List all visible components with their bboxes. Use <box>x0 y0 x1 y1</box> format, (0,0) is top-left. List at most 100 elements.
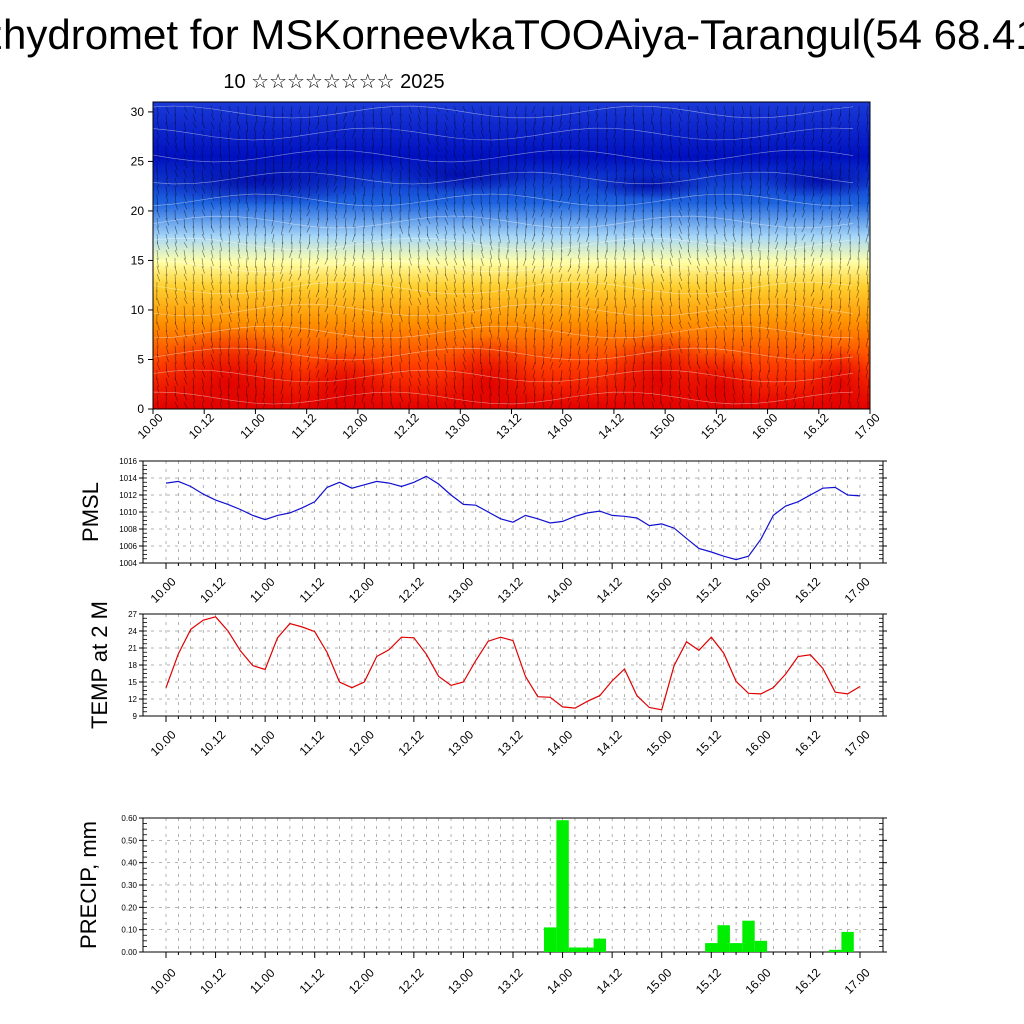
wind-barb <box>471 385 475 395</box>
wind-barb <box>802 137 806 147</box>
wind-barb <box>776 393 779 404</box>
wind-barb <box>768 145 770 156</box>
wind-barb <box>749 137 752 148</box>
wind-barb <box>866 265 869 276</box>
wind-barb <box>381 361 384 372</box>
wind-barb <box>705 177 709 187</box>
pmsl-ylabel: PMSL <box>78 482 103 542</box>
wind-barb <box>165 233 169 243</box>
wind-barb <box>714 297 718 307</box>
wind-barb <box>767 353 770 364</box>
wind-barb <box>435 361 439 371</box>
wind-barb <box>551 129 554 140</box>
wind-barb <box>201 281 205 291</box>
wind-barb <box>506 337 509 348</box>
wind-barb <box>219 153 223 163</box>
wind-barb <box>453 241 457 251</box>
wind-barb <box>263 281 266 292</box>
wind-barb <box>515 145 518 156</box>
wind-barb <box>489 129 492 140</box>
wind-barb <box>623 225 626 236</box>
wind-barb <box>306 281 311 289</box>
wind-barb <box>237 161 240 172</box>
wind-barb <box>723 225 726 236</box>
wind-barb <box>480 249 484 258</box>
wind-barb <box>381 193 385 203</box>
wind-barb <box>271 257 275 268</box>
wind-barb <box>669 337 673 346</box>
wind-barb <box>309 169 311 180</box>
wind-barb <box>732 393 736 403</box>
wind-barb <box>471 105 475 114</box>
wind-barb <box>651 129 654 140</box>
wind-barb <box>498 177 501 188</box>
wind-barb <box>515 361 518 372</box>
wind-barb <box>497 209 500 220</box>
wind-barb <box>390 321 393 332</box>
wind-barb <box>201 169 204 180</box>
wind-barb <box>750 249 753 260</box>
wind-barb <box>792 145 797 154</box>
wind-barb <box>793 273 797 283</box>
temp-ytick-label: 24 <box>128 627 137 636</box>
wind-barb <box>669 161 672 172</box>
wind-barb <box>228 329 231 340</box>
wind-barb <box>696 377 701 386</box>
wind-barb <box>532 313 536 322</box>
wind-barb <box>390 257 392 268</box>
wind-barb <box>578 297 581 308</box>
wind-barb <box>489 137 493 147</box>
wind-barb <box>714 361 719 370</box>
wind-barb <box>435 385 439 395</box>
wind-barb <box>678 273 683 281</box>
wind-barb <box>838 321 842 330</box>
wind-barb <box>839 193 842 204</box>
contour-line <box>153 259 854 273</box>
wind-barb <box>343 353 347 362</box>
wind-barb <box>354 209 356 220</box>
wind-barb <box>651 241 654 252</box>
wind-barb <box>343 193 347 204</box>
wind-barb <box>623 233 626 244</box>
wind-barb <box>174 201 178 210</box>
wind-barb <box>811 113 815 123</box>
wind-barb <box>632 289 635 300</box>
wind-barb <box>228 257 232 267</box>
wind-barb <box>334 321 338 331</box>
wind-barb <box>596 225 599 236</box>
wind-barb <box>417 161 421 170</box>
wind-barb <box>174 329 179 337</box>
wind-barb <box>803 193 806 204</box>
wind-barb <box>426 249 429 260</box>
wind-barb <box>669 353 672 364</box>
wind-barb <box>462 241 464 252</box>
wind-barb <box>506 361 509 372</box>
wind-barb <box>399 257 402 268</box>
wind-barb <box>705 337 708 348</box>
wind-barb <box>219 225 222 236</box>
wind-barb <box>156 185 160 195</box>
wind-barb <box>750 161 753 172</box>
wind-barb <box>642 353 645 364</box>
wind-barb <box>586 209 590 218</box>
wind-barb <box>577 185 581 194</box>
wind-barb <box>549 401 554 409</box>
wind-barb <box>549 265 554 274</box>
wind-barb <box>417 225 421 235</box>
wind-barb <box>219 209 223 219</box>
wind-barb <box>586 233 590 242</box>
wind-barb <box>705 185 709 196</box>
wind-barb <box>297 273 302 281</box>
wind-barb <box>741 337 745 347</box>
wind-barb <box>417 297 422 305</box>
wind-barb <box>165 345 169 355</box>
wind-barb <box>822 273 824 284</box>
wind-barb <box>615 361 618 372</box>
wind-barb <box>327 337 329 348</box>
wind-barb <box>696 177 698 188</box>
wind-barb <box>315 121 320 130</box>
wind-barb <box>767 257 770 268</box>
wind-barb <box>417 353 421 362</box>
wind-barb <box>273 393 275 404</box>
